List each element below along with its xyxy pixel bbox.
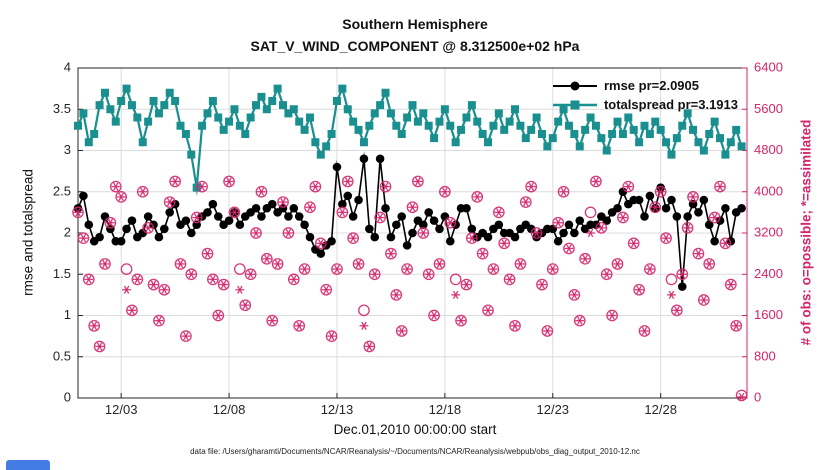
totalspread-line-marker-icon	[552, 100, 597, 109]
dock-artifact	[6, 460, 50, 470]
x-axis-label: Dec.01,2010 00:00:00 start	[333, 422, 497, 437]
rmse-line-marker-icon	[552, 81, 597, 90]
y-axis-label-right: # of obs: o=possible; *=assimilated	[798, 119, 814, 346]
chart-title-block: Southern Hemisphere SAT_V_WIND_COMPONENT…	[0, 14, 830, 57]
legend: rmse pr=2.0905 totalspread pr=3.1913	[552, 78, 738, 112]
legend-entry-rmse: rmse pr=2.0905	[552, 78, 738, 93]
chart-title: Southern Hemisphere	[342, 16, 488, 32]
y-axis-label-left: rmse and totalspread	[20, 169, 36, 296]
legend-label-totalspread: totalspread pr=3.1913	[603, 97, 738, 112]
legend-label-rmse: rmse pr=2.0905	[603, 78, 699, 93]
legend-entry-totalspread: totalspread pr=3.1913	[552, 97, 738, 112]
chart-subtitle: SAT_V_WIND_COMPONENT @ 8.312500e+02 hPa	[250, 37, 580, 54]
data-file-caption: data file: /Users/gharamti/Documents/NCA…	[190, 447, 640, 456]
